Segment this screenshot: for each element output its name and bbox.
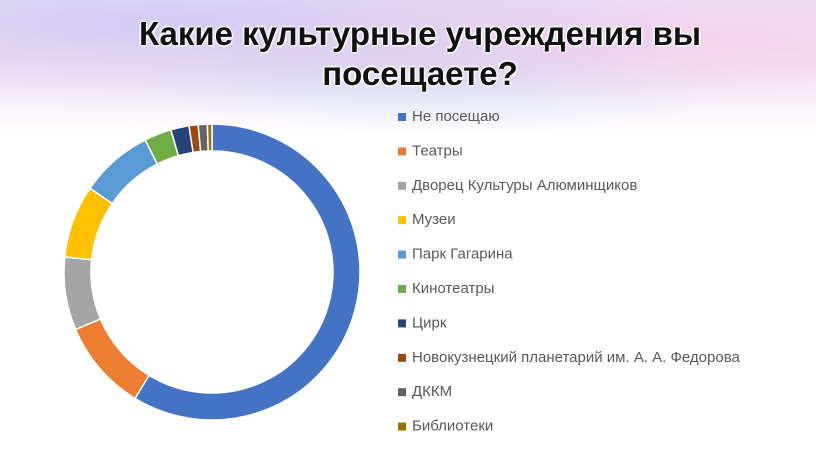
legend-swatch (398, 353, 406, 362)
legend-swatch (398, 250, 406, 259)
background-decoration (0, 0, 816, 130)
legend-label: Музеи (412, 211, 456, 228)
donut-segment (88, 138, 159, 205)
donut-segment (74, 317, 151, 400)
legend-swatch (398, 181, 406, 190)
legend-swatch (398, 113, 406, 121)
legend-swatch (398, 147, 406, 156)
legend-swatch (398, 285, 406, 293)
legend-label: Театры (412, 142, 463, 159)
legend-swatch (398, 216, 406, 225)
legend-label: Не посещаю (412, 108, 500, 125)
donut-segment (197, 123, 209, 153)
legend-swatch (398, 422, 406, 431)
donut-segment (133, 123, 361, 421)
legend-label: Цирк (412, 314, 447, 331)
legend-label: Парк Гагарина (412, 246, 513, 263)
donut-segment (63, 256, 102, 331)
legend-swatch (398, 319, 406, 328)
legend-label: Новокузнецкий планетарий им. А. А. Федор… (412, 349, 740, 366)
chart-title: Какие культурные учреждения вы посещаете… (138, 15, 702, 92)
legend-label: ДККМ (412, 383, 452, 400)
donut-segment (206, 123, 213, 152)
legend-label: Кинотеатры (412, 280, 494, 297)
legend-label: Дворец Культуры Алюминщиков (412, 177, 637, 194)
legend-label: Библиотеки (412, 418, 493, 435)
legend-swatch (398, 388, 406, 397)
